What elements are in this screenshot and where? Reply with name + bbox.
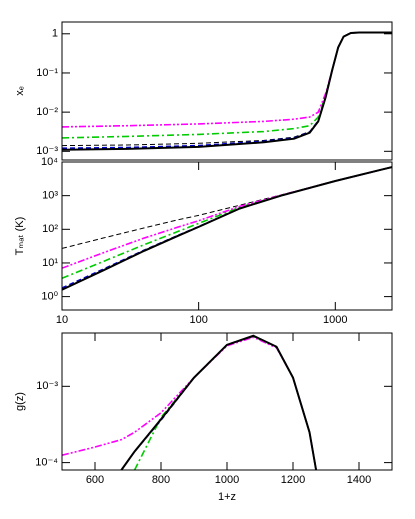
x-tick-label: 600 [86,474,104,486]
series-line [120,334,317,470]
series-line [62,31,392,151]
y-tick-label: 10⁻³ [36,145,58,157]
y-axis-label: g(z) [14,392,26,411]
y-tick-label: 10⁻⁴ [35,457,58,469]
x-axis-label: 1+z [218,491,236,503]
plot-frame [61,161,393,311]
lines [62,166,392,291]
y-axis-label: xₑ [14,86,26,96]
series-line [120,334,318,470]
series-line [133,335,317,470]
panel: 10⁻³ 10⁻⁴ 600 800 1000 1200 1400 g(z) 1+z [14,332,393,503]
series-line [62,31,392,128]
y-axis-label: Tₘₐₜ (K) [14,217,26,256]
x-tick-label: 800 [152,474,170,486]
y-tick-label: 10⁰ [41,291,58,303]
y-tick-label: 10² [42,223,58,235]
y-tick-label: 10⁻² [36,106,58,118]
y-tick-label: 1 [52,28,58,40]
series-line [62,166,392,280]
y-tick-label: 10³ [42,190,58,202]
series-line [62,166,392,291]
panel: 10⁰ 10¹ 10² 10³ 10⁴ 10 100 1000 Tₘₐₜ (K) [14,156,393,326]
y-tick-label: 10⁻¹ [36,67,58,79]
series-line [62,166,392,289]
x-tick-label: 1000 [215,474,239,486]
y-tick-label: 10¹ [42,257,58,269]
series-line [62,31,392,150]
series-line [62,336,317,470]
plot-frame [61,21,393,161]
series-line [62,31,392,139]
x-tick-label: 1400 [347,474,371,486]
x-tick-label: 1000 [323,314,347,326]
x-tick-label: 10 [56,314,68,326]
plot-frame [61,332,393,471]
panel: 1 10⁻¹ 10⁻² 10⁻³ xₑ [14,21,393,161]
series-line [62,166,392,249]
lines [62,334,318,470]
series-line [62,31,392,147]
series-line [62,166,392,269]
x-tick-label: 100 [189,314,207,326]
x-tick-label: 1200 [281,474,305,486]
y-tick-label: 10⁻³ [36,380,58,392]
lines [62,31,392,151]
y-tick-label: 10⁴ [41,156,58,168]
